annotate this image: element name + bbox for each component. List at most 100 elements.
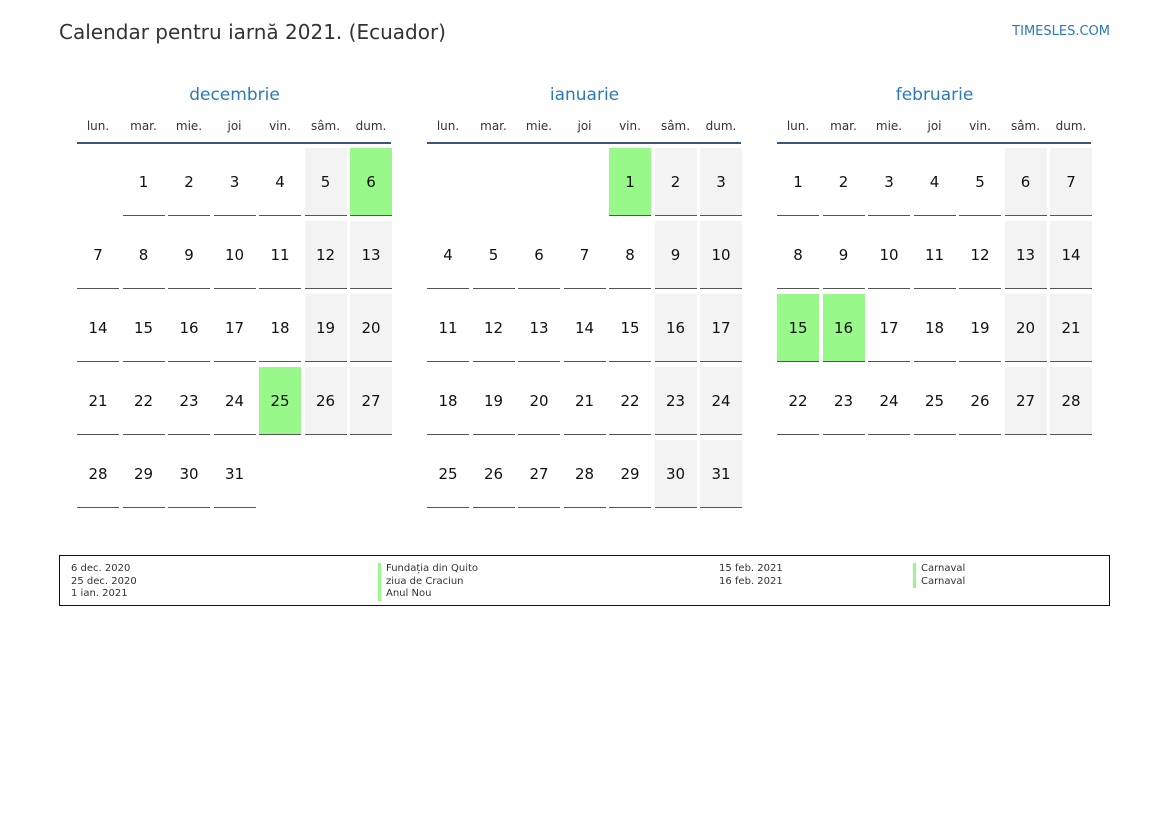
- day-cell: 14: [1050, 221, 1092, 289]
- weekday-header: lun. mar. mie. joi vin. sâm. dum.: [427, 112, 741, 144]
- legend-left-dates: 6 dec. 2020 25 dec. 2020 1 ian. 2021: [71, 563, 137, 601]
- weekday-label: dum.: [705, 119, 737, 133]
- day-cell: 16: [168, 294, 210, 362]
- day-cell: 3: [868, 148, 910, 216]
- day-cell: 29: [609, 440, 651, 508]
- day-cell: 5: [472, 221, 515, 289]
- day-grid: 1 2 3 4 5 6 7 8 9 10 11 12 13 14 15 16 17 18 19 20 21 22 23 24 2…: [777, 148, 1093, 518]
- day-cell: 2: [168, 148, 210, 216]
- holiday-day-cell: 6: [350, 148, 392, 216]
- weekday-label: mar.: [130, 119, 157, 133]
- month-title: ianuarie: [549, 85, 620, 105]
- weekday-label: sâm.: [310, 119, 341, 133]
- day-cell: 22: [122, 367, 165, 435]
- day-cell: 13: [518, 294, 560, 362]
- weekday-label: mie.: [525, 119, 553, 133]
- day-cell: 31: [700, 440, 742, 508]
- day-cell: 4: [913, 148, 956, 216]
- day-cell: 22: [609, 367, 651, 435]
- weekday-label: sâm.: [660, 119, 691, 133]
- day-cell: 30: [654, 440, 697, 508]
- day-cell: 11: [259, 221, 301, 289]
- holiday-day-cell: 25: [259, 367, 301, 435]
- day-cell: 16: [654, 294, 697, 362]
- day-cell: 12: [304, 221, 347, 289]
- weekday-label: vin.: [969, 119, 991, 133]
- legend-holiday-name: Fundația din Quito: [378, 563, 478, 576]
- day-cell: 19: [959, 294, 1001, 362]
- day-cell: 2: [654, 148, 697, 216]
- legend-date: 6 dec. 2020: [71, 563, 131, 574]
- month-title: februarie: [895, 85, 974, 105]
- day-cell: 3: [700, 148, 742, 216]
- day-cell: 10: [700, 221, 742, 289]
- day-cell: 10: [213, 221, 256, 289]
- day-cell: 7: [1050, 148, 1092, 216]
- day-cell: 31: [213, 440, 256, 508]
- day-cell: 27: [518, 440, 560, 508]
- day-cell: 19: [304, 294, 347, 362]
- day-cell: 14: [77, 294, 119, 362]
- legend-right-names: Carnaval Carnaval: [913, 563, 965, 588]
- day-cell: 9: [168, 221, 210, 289]
- weekday-label: lun.: [86, 119, 110, 133]
- day-cell: 24: [700, 367, 742, 435]
- day-cell: 28: [563, 440, 606, 508]
- day-cell: 26: [304, 367, 347, 435]
- weekday-label: joi: [577, 119, 592, 133]
- day-cell: 15: [609, 294, 651, 362]
- weekday-label: vin.: [619, 119, 641, 133]
- weekday-label: mar.: [480, 119, 507, 133]
- day-cell: 8: [122, 221, 165, 289]
- day-cell: 1: [122, 148, 165, 216]
- day-cell: 20: [518, 367, 560, 435]
- day-cell: 11: [427, 294, 469, 362]
- day-cell: 24: [213, 367, 256, 435]
- day-grid: 1 2 3 4 5 6 7 8 9 10 11 12 13 14 15 16 17 18 19 20 21 22 23 24 2…: [77, 148, 393, 518]
- day-cell: 8: [777, 221, 819, 289]
- day-cell: 4: [427, 221, 469, 289]
- holiday-day-cell: 16: [822, 294, 865, 362]
- legend-right-dates: 15 feb. 2021 16 feb. 2021: [719, 563, 783, 588]
- day-cell: 27: [1004, 367, 1047, 435]
- day-cell: 25: [913, 367, 956, 435]
- legend-date: 15 feb. 2021: [719, 563, 783, 574]
- day-cell: 14: [563, 294, 606, 362]
- day-cell: 25: [427, 440, 469, 508]
- day-cell: 28: [1050, 367, 1092, 435]
- day-cell: 7: [563, 221, 606, 289]
- legend-date: 16 feb. 2021: [719, 575, 783, 587]
- day-cell: 24: [868, 367, 910, 435]
- day-cell: 30: [168, 440, 210, 508]
- holiday-legend: 6 dec. 2020 25 dec. 2020 1 ian. 2021 Fun…: [59, 555, 1110, 606]
- day-cell: 17: [700, 294, 742, 362]
- weekday-label: dum.: [355, 119, 387, 133]
- day-cell: 13: [350, 221, 392, 289]
- page-title: Calendar pentru iarnă 2021. (Ecuador): [59, 20, 446, 44]
- day-cell: 10: [868, 221, 910, 289]
- weekday-label: joi: [927, 119, 942, 133]
- day-cell: 4: [259, 148, 301, 216]
- day-cell: 11: [913, 221, 956, 289]
- day-cell: 8: [609, 221, 651, 289]
- day-cell: 19: [472, 367, 515, 435]
- day-cell: 20: [1004, 294, 1047, 362]
- day-cell: 6: [1004, 148, 1047, 216]
- brand-link[interactable]: TIMESLES.COM: [1012, 24, 1110, 39]
- day-cell: 17: [868, 294, 910, 362]
- day-cell: 5: [959, 148, 1001, 216]
- day-cell: 12: [959, 221, 1001, 289]
- weekday-label: joi: [227, 119, 242, 133]
- day-cell: 28: [77, 440, 119, 508]
- day-cell: 13: [1004, 221, 1047, 289]
- month-title: decembrie: [189, 85, 280, 105]
- day-cell: 26: [472, 440, 515, 508]
- day-cell: 5: [304, 148, 347, 216]
- weekday-label: lun.: [436, 119, 460, 133]
- day-cell: 9: [654, 221, 697, 289]
- holiday-day-cell: 1: [609, 148, 651, 216]
